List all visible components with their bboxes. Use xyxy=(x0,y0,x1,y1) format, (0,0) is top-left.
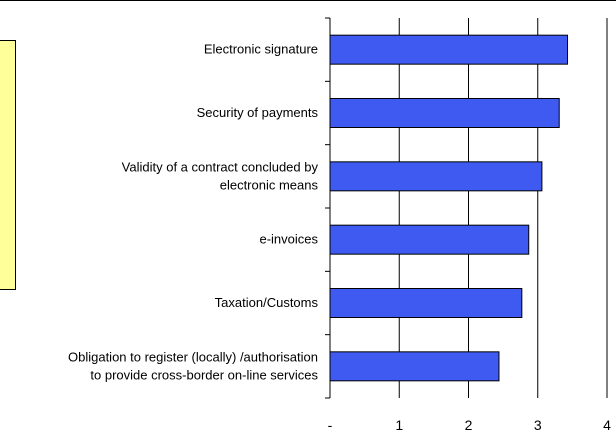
x-tick-label: 2 xyxy=(465,417,473,433)
category-label: e-invoices xyxy=(259,232,318,247)
category-label: Security of payments xyxy=(197,105,319,120)
bar-1 xyxy=(329,34,569,65)
x-tick-labels: - 1 2 3 4 xyxy=(328,417,611,433)
axis-layer xyxy=(325,17,331,399)
bar-3 xyxy=(329,161,543,192)
x-tick-label: 4 xyxy=(603,417,611,433)
x-tick-label: - xyxy=(328,417,333,433)
category-label: Taxation/Customs xyxy=(215,295,319,310)
grid-layer xyxy=(398,18,608,398)
bar-layer xyxy=(329,34,569,382)
bar-6 xyxy=(329,351,500,382)
bar-5 xyxy=(329,288,523,318)
category-labels: Electronic signature Security of payments… xyxy=(68,42,319,383)
x-tick-label: 3 xyxy=(534,417,542,433)
bar-2 xyxy=(329,98,560,128)
category-label: Electronic signature xyxy=(204,42,318,57)
x-tick-label: 1 xyxy=(395,417,403,433)
category-label: Validity of a contract concluded by elect… xyxy=(122,159,319,192)
legend-box xyxy=(0,40,16,290)
category-label: Obligation to register (locally) /author… xyxy=(68,349,319,382)
bar-4 xyxy=(329,224,530,255)
